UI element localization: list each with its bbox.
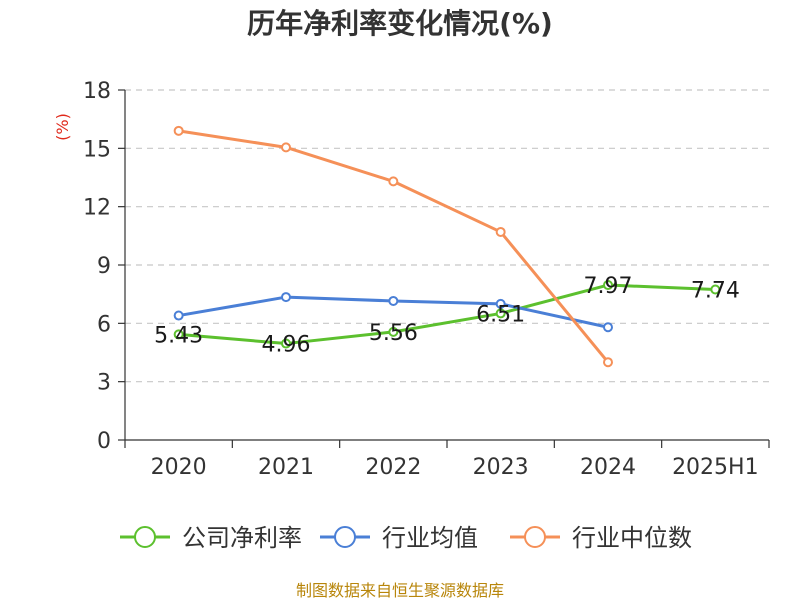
data-point (495, 308, 506, 319)
legend-item: 行业中位数 (510, 524, 692, 552)
data-point (388, 295, 399, 306)
legend-item: 公司净利率 (120, 524, 302, 552)
y-tick-label: 0 (97, 429, 111, 454)
legend-label: 行业中位数 (572, 524, 692, 552)
data-point (281, 292, 291, 303)
data-label: 5.43 (154, 323, 203, 348)
x-tick-label: 2020 (151, 455, 207, 480)
data-label: 7.97 (584, 274, 633, 299)
legend-marker (334, 526, 356, 548)
x-tick-label: 2021 (258, 455, 314, 480)
legend-label: 公司净利率 (182, 524, 302, 552)
legend-marker (524, 526, 546, 548)
y-tick-label: 6 (97, 312, 111, 337)
data-point (495, 298, 506, 309)
data-point (281, 338, 291, 349)
data-label: 5.56 (369, 321, 418, 346)
data-label: 6.51 (476, 302, 525, 327)
x-tick-label: 2024 (580, 455, 636, 480)
data-labels: 5.43 4.96 5.56 6.51 7.97 7.74 (154, 274, 740, 358)
chart-title: 历年净利率变化情况(%) (247, 7, 553, 40)
data-point (603, 322, 613, 333)
data-label: 7.74 (691, 279, 740, 304)
data-point (173, 310, 184, 321)
y-tick-label: 18 (83, 79, 111, 104)
data-point (388, 176, 399, 187)
data-point (603, 280, 613, 291)
y-axis-label: (%) (53, 113, 72, 141)
legend: 公司净利率 行业均值 行业中位数 (120, 524, 692, 552)
data-point (388, 326, 399, 337)
x-tick-label: 2023 (473, 455, 529, 480)
y-tick-label: 12 (83, 196, 111, 221)
y-tick-label: 15 (83, 137, 111, 162)
data-source-note: 制图数据来自恒生聚源数据库 (296, 581, 504, 600)
series-line-0 (177, 283, 717, 346)
x-tick-label: 2022 (365, 455, 421, 480)
data-label: 4.96 (262, 333, 311, 358)
data-point (710, 284, 721, 295)
data-point (495, 226, 506, 237)
series-lines (173, 125, 721, 368)
legend-item: 行业均值 (320, 524, 478, 552)
axes: 0 3 6 9 12 15 18 2020 2021 2022 2023 2024 2025H1 (83, 79, 770, 480)
legend-label: 行业均值 (382, 524, 478, 552)
y-tick-label: 9 (97, 254, 111, 279)
data-point (173, 125, 184, 136)
data-point (281, 142, 291, 153)
legend-marker (134, 526, 156, 548)
x-tick-label: 2025H1 (672, 455, 759, 480)
data-point (173, 329, 184, 340)
y-tick-label: 3 (97, 371, 111, 396)
data-point (603, 357, 613, 368)
